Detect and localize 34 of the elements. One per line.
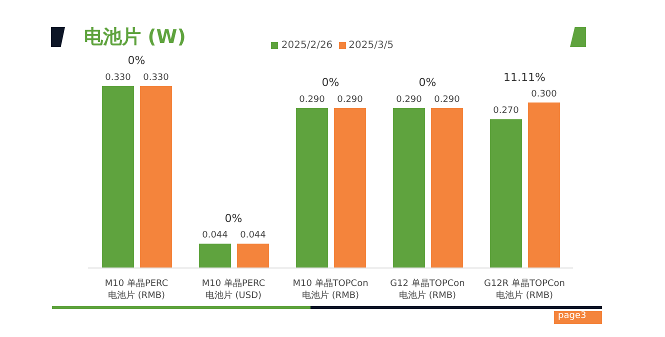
data-label: 0.290	[434, 95, 460, 106]
data-label: 0.290	[337, 95, 364, 106]
annotation: 0%	[418, 76, 438, 90]
bar	[334, 108, 366, 268]
text: page3	[554, 311, 602, 324]
bar	[237, 244, 269, 268]
annotation: 0%	[224, 212, 244, 225]
bar	[102, 86, 134, 268]
text: 11.11%	[502, 70, 546, 84]
legend-label: 2025/2/26	[280, 40, 333, 51]
chart-title: 电池片 (W)	[84, 25, 186, 50]
data-label: 0.290	[299, 95, 326, 106]
bar	[393, 108, 425, 268]
bar	[528, 102, 560, 268]
bar	[199, 244, 231, 268]
x-tick-label: M10 单晶PERC 电池片 (USD)	[202, 278, 266, 301]
data-label: 0.270	[493, 106, 520, 116]
bar	[490, 119, 522, 268]
bar	[431, 108, 463, 268]
x-tick-label: G12R 单晶TOPCon 电池片 (RMB)	[484, 278, 566, 301]
bar	[140, 86, 172, 268]
data-label: 0.044	[202, 230, 228, 241]
text: 0%	[126, 54, 146, 67]
legend-label: 2025/3/5	[348, 40, 394, 51]
annotation: 0%	[320, 76, 340, 90]
bar	[296, 108, 328, 268]
x-tick-label: M10 单晶TOPCon 电池片 (RMB)	[292, 278, 368, 301]
x-tick-label: G12 单晶TOPCon 电池片 (RMB)	[390, 278, 465, 301]
x-tick-label: M10 单晶PERC 电池片 (RMB)	[104, 278, 168, 301]
data-label: 0.044	[240, 230, 266, 241]
data-label: 0.330	[143, 73, 170, 83]
data-label: 0.330	[105, 73, 132, 83]
data-label: 0.290	[396, 95, 422, 106]
data-label: 0.300	[531, 90, 558, 100]
